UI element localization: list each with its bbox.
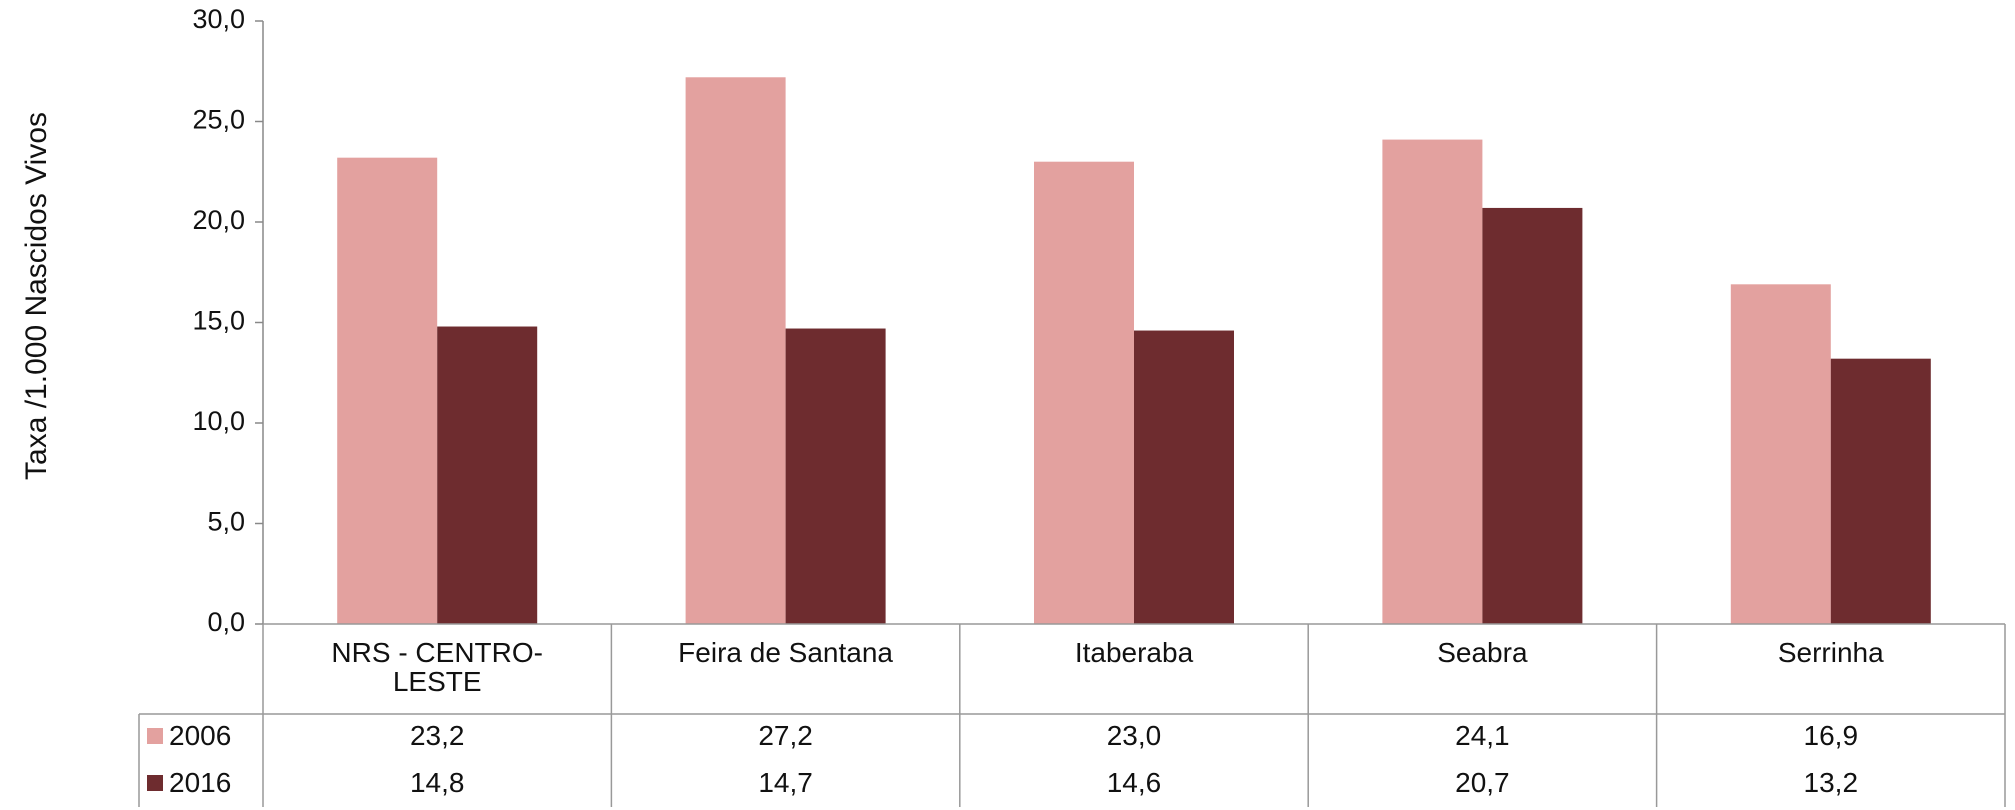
legend-label: 2016 bbox=[169, 766, 232, 798]
data-label: 23,0 bbox=[1106, 720, 1162, 752]
bar bbox=[685, 77, 786, 624]
bar bbox=[437, 326, 538, 624]
bar bbox=[785, 328, 886, 624]
data-label: 13,2 bbox=[1803, 766, 1859, 798]
y-tick-label: 15,0 bbox=[192, 306, 245, 336]
bar bbox=[1830, 358, 1931, 624]
x-tick-label: Seabra bbox=[1437, 637, 1528, 668]
data-label: 16,9 bbox=[1803, 720, 1859, 752]
bar bbox=[1482, 207, 1583, 624]
legend-swatch bbox=[147, 774, 163, 791]
x-tick-label: Serrinha bbox=[1777, 637, 1884, 668]
legend-label: 2006 bbox=[169, 720, 232, 752]
y-tick-label: 30,0 bbox=[192, 4, 245, 34]
y-tick-label: 5,0 bbox=[207, 507, 245, 537]
x-tick-label: Itaberaba bbox=[1074, 637, 1194, 668]
data-label: 20,7 bbox=[1455, 766, 1510, 798]
data-label: 14,6 bbox=[1106, 766, 1162, 798]
y-tick-label: 0,0 bbox=[207, 607, 245, 637]
bar bbox=[1134, 330, 1234, 624]
x-tick-label: NRS - CENTRO-LESTE bbox=[331, 637, 543, 698]
data-label: 27,2 bbox=[758, 720, 813, 752]
y-axis-label: Taxa /1.000 Nascidos Vivos bbox=[20, 112, 53, 480]
data-label: 24,1 bbox=[1455, 720, 1510, 752]
legend-entry: 2016 bbox=[139, 758, 263, 807]
bar bbox=[1730, 284, 1831, 624]
x-tick-label: Feira de Santana bbox=[678, 637, 893, 668]
bar bbox=[1382, 139, 1483, 624]
y-tick-label: 25,0 bbox=[192, 105, 245, 135]
y-tick-label: 20,0 bbox=[192, 205, 245, 235]
y-tick-label: 10,0 bbox=[192, 406, 245, 436]
data-label: 23,2 bbox=[409, 720, 465, 752]
data-label: 14,8 bbox=[409, 766, 465, 798]
bar bbox=[1034, 161, 1134, 624]
legend-swatch bbox=[147, 728, 163, 744]
data-label: 14,7 bbox=[758, 766, 813, 798]
bar bbox=[337, 157, 438, 624]
legend-entry: 2006 bbox=[139, 714, 263, 758]
